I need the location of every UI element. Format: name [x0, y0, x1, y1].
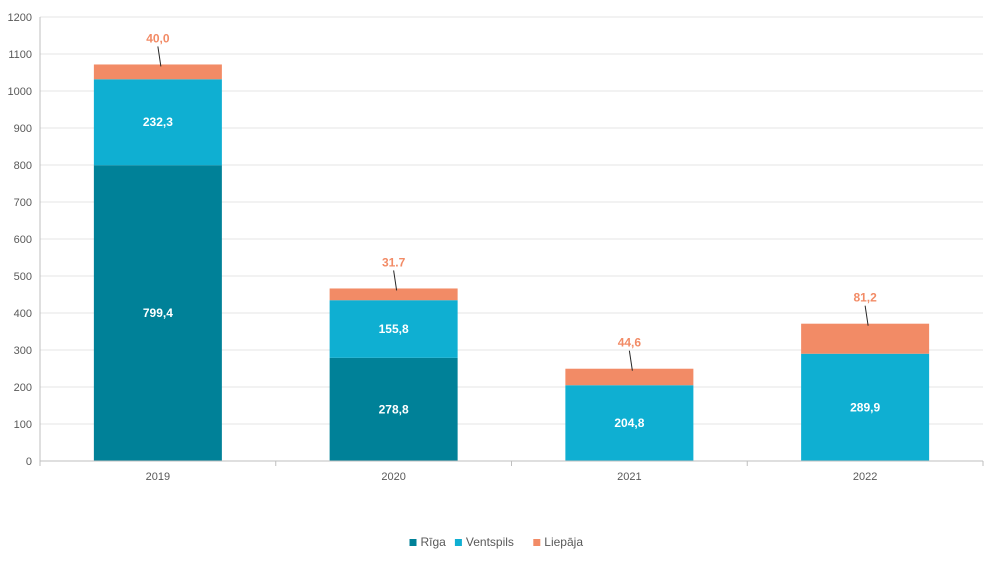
- bar-segment: [801, 353, 930, 461]
- bar-segment: [329, 300, 458, 358]
- legend-label: Liepāja: [544, 535, 583, 549]
- data-label: 289,9: [850, 400, 880, 414]
- y-tick-label: 100: [14, 419, 32, 431]
- y-tick-label: 0: [26, 456, 32, 468]
- y-tick-label: 300: [14, 345, 32, 357]
- bar-segment: [565, 368, 694, 386]
- y-tick-label: 1200: [8, 12, 32, 24]
- data-label: 204,8: [614, 416, 644, 430]
- bar-segment: [93, 64, 222, 80]
- y-tick-label: 1100: [8, 49, 32, 61]
- data-label: 44,6: [618, 336, 642, 350]
- bar-segment: [801, 323, 930, 354]
- legend-label: Rīga: [421, 535, 447, 549]
- y-tick-label: 400: [14, 308, 32, 320]
- y-tick-label: 800: [14, 160, 32, 172]
- legend-swatch: [533, 539, 541, 546]
- x-tick-label: 2020: [381, 471, 405, 483]
- bar-segment: [93, 79, 222, 166]
- legend-swatch: [409, 539, 417, 546]
- bar-segment: [93, 165, 222, 462]
- data-label: 278,8: [379, 402, 409, 416]
- data-label: 40,0: [146, 31, 170, 45]
- legend-swatch: [454, 539, 462, 546]
- data-label: 799,4: [143, 306, 173, 320]
- data-labels: 799,4 232,3 40,0 278,8 155,8 31.7 204,8 44,6 289…: [143, 31, 881, 430]
- bar-segment: [329, 357, 458, 461]
- y-tick-label: 1000: [8, 86, 32, 98]
- bar-segment: [329, 288, 458, 301]
- x-tick-label: 2022: [853, 471, 877, 483]
- leader-line: [864, 305, 869, 326]
- x-tick-label: 2019: [146, 471, 170, 483]
- y-tick-label: 500: [14, 271, 32, 283]
- y-tick-label: 700: [14, 197, 32, 209]
- y-tick-label: 600: [14, 234, 32, 246]
- legend: Rīga Ventspils Liepāja: [409, 535, 583, 549]
- data-label: 155,8: [379, 322, 409, 336]
- leader-line: [157, 46, 162, 67]
- bars: [93, 64, 930, 462]
- data-label: 232,3: [143, 115, 173, 129]
- data-label: 81,2: [853, 291, 877, 305]
- data-label: 31.7: [382, 255, 406, 269]
- x-tick-label: 2021: [617, 471, 641, 483]
- y-tick-label: 900: [14, 123, 32, 135]
- bar-segment: [565, 385, 694, 461]
- y-tick-label: 200: [14, 382, 32, 394]
- axes: 0 100 200 300 400 500 600 700 800 900 1000 1100 1200…: [8, 12, 984, 483]
- leader-line: [628, 350, 633, 371]
- leader-line: [393, 270, 398, 291]
- legend-label: Ventspils: [466, 535, 514, 549]
